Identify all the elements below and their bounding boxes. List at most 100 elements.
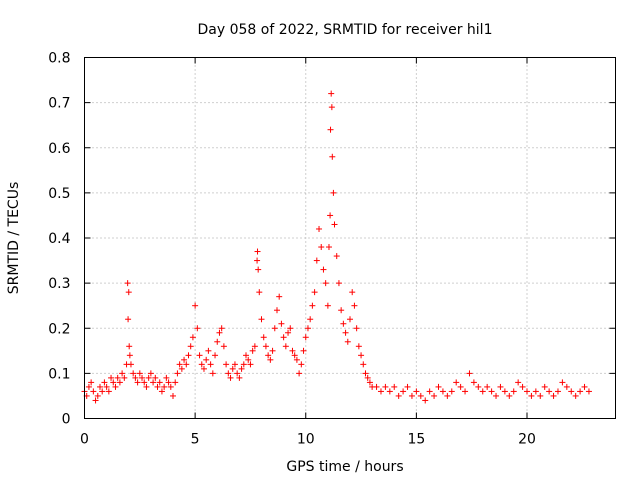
data-point [273,307,280,314]
data-point [324,302,331,309]
data-point [325,244,332,251]
data-point [260,334,267,341]
data-point [422,397,429,404]
data-point [497,383,504,390]
data-point [256,289,263,296]
data-point [484,383,491,390]
data-point [209,370,216,377]
data-point [134,379,141,386]
data-point [439,388,446,395]
data-point [291,352,298,359]
data-point [304,325,311,332]
data-point [453,379,460,386]
data-point [158,388,165,395]
data-point [136,370,143,377]
data-point [285,329,292,336]
data-point [572,392,579,399]
data-point [170,392,176,399]
data-point [220,343,227,350]
data-point [333,253,340,260]
data-point [309,302,316,309]
data-point [435,383,442,390]
data-point [349,289,356,296]
data-point [114,374,121,381]
data-point [501,388,508,395]
data-point [225,370,232,377]
data-point [386,388,393,395]
data-point [258,316,265,323]
y-tick-label: 0.8 [48,51,70,67]
data-point [174,370,181,377]
data-point [338,307,345,314]
data-point [282,343,289,350]
data-point [234,370,241,377]
data-point [189,334,196,341]
data-point [316,225,323,232]
data-point [236,374,243,381]
data-point [382,383,389,390]
data-point [152,374,159,381]
data-point [528,392,535,399]
data-point [251,343,258,350]
x-axis-title: GPS time / hours [286,459,403,475]
x-tick-label: 10 [297,432,315,448]
data-point [141,379,148,386]
data-point [546,388,553,395]
data-point [413,388,420,395]
data-point [335,280,342,287]
data-point [85,383,92,390]
data-point [364,374,371,381]
data-point [462,388,469,395]
data-point [342,329,349,336]
data-point [240,361,247,368]
data-point [408,392,415,399]
x-tick-label: 15 [407,432,425,448]
data-point [377,388,384,395]
data-point [366,379,373,386]
x-tick-label: 20 [518,432,536,448]
data-point [99,388,106,395]
data-point [506,392,513,399]
data-point [265,352,272,359]
data-point [340,320,347,327]
data-point [96,383,103,390]
data-point [298,361,305,368]
data-point [404,383,411,390]
data-point [395,392,402,399]
data-point [448,388,455,395]
data-point [130,370,137,377]
x-tick-label: 0 [80,432,89,448]
data-point [329,153,336,160]
data-point [585,388,592,395]
data-point [417,392,424,399]
data-point [161,383,168,390]
y-tick-label: 0.3 [48,276,70,292]
data-point [145,374,152,381]
data-point [524,388,530,395]
data-point [280,334,287,341]
data-point [119,370,126,377]
data-point [470,379,477,386]
data-point [172,379,179,386]
data-point [207,361,214,368]
data-point [218,325,225,332]
data-point [355,343,362,350]
data-point [488,388,495,395]
data-point [331,221,338,228]
data-point [245,356,252,363]
data-point [124,280,131,287]
data-point [581,383,588,390]
data-point [431,392,438,399]
data-point [249,347,256,354]
data-point [373,383,380,390]
data-point [143,383,150,390]
data-point [150,379,157,386]
data-point [181,356,188,363]
data-point [344,338,351,345]
data-point [90,388,97,395]
data-point [311,289,318,296]
data-point [400,388,407,395]
chart-title: Day 058 of 2022, SRMTID for receiver hil… [198,22,493,38]
data-point [479,388,486,395]
data-point [457,383,464,390]
